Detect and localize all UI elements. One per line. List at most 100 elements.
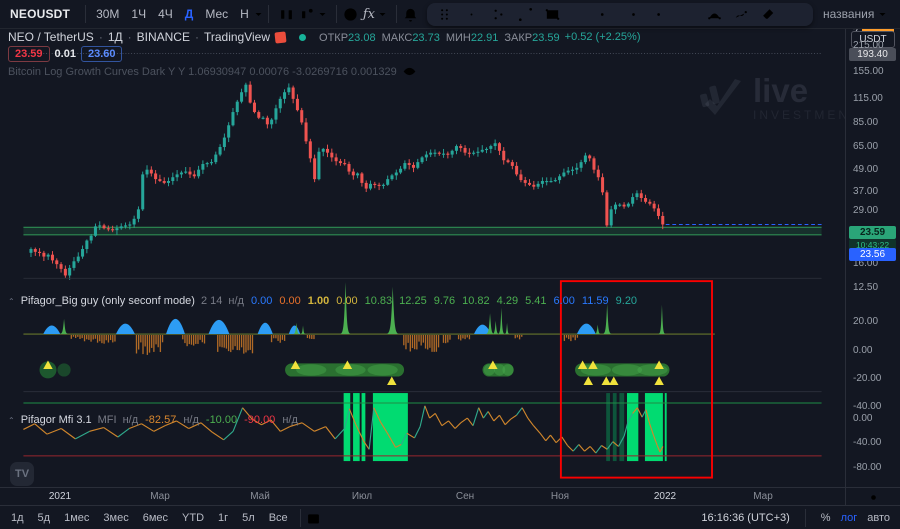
- chart-style-icon[interactable]: [298, 6, 315, 23]
- bigguy-title[interactable]: Pifagor_Big guy (only seconf mode): [20, 295, 195, 307]
- top-toolbar: NEOUSDT 30М 1Ч 4Ч Д Мес Н ƒx: [0, 0, 900, 29]
- trendline-icon[interactable]: [517, 6, 534, 23]
- timeframe-button-н[interactable]: Н: [240, 7, 249, 21]
- currency-button[interactable]: USDT: [851, 31, 895, 48]
- histogram-bar: [234, 334, 236, 347]
- timeframe-button-1ч[interactable]: 1Ч: [131, 7, 147, 21]
- brush-tool-icon[interactable]: [733, 6, 750, 23]
- range-button-все[interactable]: Все: [268, 512, 288, 524]
- line-tool-icon[interactable]: [571, 6, 588, 23]
- eye-off-icon[interactable]: [402, 64, 417, 79]
- pane-collapse-icon[interactable]: ⌃: [8, 296, 15, 306]
- triangle-up-marker: [588, 360, 598, 369]
- histogram-bar: [114, 334, 116, 342]
- mfi-line-segment: [387, 433, 397, 448]
- mfi-line-segment: [419, 405, 426, 427]
- axis-settings-gear-icon[interactable]: [867, 491, 880, 504]
- annotation-rectangle: [559, 280, 713, 479]
- histogram-bar: [203, 334, 206, 344]
- histogram-bar: [217, 334, 219, 352]
- bigguy-value: 9.76: [433, 295, 456, 307]
- chevron-down-icon[interactable]: [254, 11, 263, 18]
- candle: [244, 84, 248, 93]
- percent-scale-button[interactable]: %: [820, 512, 831, 524]
- time-axis[interactable]: 2021 Мар Май Июл Сен Ноя 2022 Мар: [0, 487, 845, 506]
- horizontal-ray-icon[interactable]: [598, 6, 615, 23]
- candle: [63, 268, 67, 276]
- range-button-6мес[interactable]: 6мес: [142, 512, 169, 524]
- mfi-value: -10.00: [205, 414, 238, 426]
- candle: [540, 181, 544, 184]
- symbol-exchange[interactable]: BINANCE: [136, 30, 190, 44]
- watermark: live INVESTMENTS: [698, 74, 871, 121]
- range-button-ytd[interactable]: YTD: [182, 512, 205, 524]
- symbol-interval[interactable]: 1Д: [107, 30, 123, 44]
- pattern-tool-icon[interactable]: [787, 6, 804, 23]
- bid-price-box[interactable]: 23.59: [8, 46, 50, 62]
- mfi-line-segment: [301, 422, 315, 432]
- ask-price-box[interactable]: 23.60: [80, 46, 123, 62]
- price-axis[interactable]: 2 USDT 215.00155.00115.0085.0065.0049.00…: [845, 26, 900, 487]
- histogram-bar: [88, 334, 90, 340]
- parallel-lines-icon[interactable]: [490, 6, 507, 23]
- drawing-toolbar: [426, 2, 813, 26]
- mfi-title[interactable]: Pifagor Mfi 3.1: [20, 414, 92, 426]
- range-button-1мес[interactable]: 1мес: [64, 512, 90, 524]
- curve-tool-icon[interactable]: [706, 6, 723, 23]
- ray-icon[interactable]: [652, 6, 669, 23]
- histogram-bar: [142, 334, 144, 355]
- candle: [287, 87, 291, 93]
- log-scale-button[interactable]: лог: [840, 512, 858, 524]
- range-button-5д[interactable]: 5д: [37, 512, 51, 524]
- symbol-button[interactable]: NEOUSDT: [10, 7, 71, 21]
- clipped-orange-label: [862, 28, 894, 32]
- green-spike: [339, 282, 352, 335]
- hidden-indicator-title[interactable]: Bitcoin Log Growth Curves Dark Y Y 1.069…: [8, 65, 397, 78]
- range-button-5л[interactable]: 5л: [242, 512, 255, 524]
- candles-icon[interactable]: [278, 6, 295, 23]
- watermark-sub: INVESTMENTS: [753, 108, 872, 122]
- chevron-down-icon[interactable]: [318, 11, 327, 18]
- time-label-2021: 2021: [48, 491, 72, 502]
- price-tick: 37.00: [853, 186, 879, 197]
- timeframe-button-мес[interactable]: Мес: [205, 7, 229, 21]
- range-button-1д[interactable]: 1д: [11, 512, 24, 524]
- blue-bump: [288, 325, 301, 335]
- mfi-line-segment: [46, 427, 62, 435]
- crosshair-icon[interactable]: [463, 6, 480, 23]
- measure-icon[interactable]: [679, 6, 696, 23]
- mfi-line-segment: [466, 417, 474, 426]
- candle: [214, 154, 218, 163]
- range-button-3мес[interactable]: 3мес: [103, 512, 129, 524]
- histogram-bar: [77, 334, 79, 337]
- auto-scale-button[interactable]: авто: [867, 512, 890, 524]
- alert-bell-icon[interactable]: [402, 6, 419, 23]
- histogram-bar: [188, 334, 190, 345]
- vertical-line-icon[interactable]: [625, 6, 642, 23]
- chevron-down-icon[interactable]: [378, 11, 387, 18]
- histogram-bar: [109, 334, 112, 341]
- histogram-bar: [277, 334, 279, 341]
- histogram-bar: [444, 334, 447, 344]
- layout-name-button[interactable]: названия: [823, 7, 887, 21]
- eraser-icon[interactable]: [760, 6, 777, 23]
- pane-collapse-icon[interactable]: ⌃: [8, 415, 15, 425]
- mfi-line-segment: [117, 428, 130, 438]
- symbol-pair[interactable]: NEO / TetherUS: [8, 30, 94, 44]
- timeframe-button-4ч[interactable]: 4Ч: [158, 7, 173, 21]
- rectangle-tool-icon[interactable]: [544, 6, 561, 23]
- chart-plot-area[interactable]: NEO / TetherUS · 1Д · BINANCE · TradingV…: [0, 28, 868, 505]
- timeframe-button-30м[interactable]: 30М: [96, 7, 120, 21]
- clock[interactable]: 16:16:36 (UTC+3): [701, 512, 790, 524]
- histogram-bar: [159, 334, 162, 353]
- drag-handle-icon[interactable]: [436, 6, 453, 23]
- timeframe-button-д[interactable]: Д: [184, 7, 194, 21]
- range-button-1г[interactable]: 1г: [218, 512, 229, 524]
- indicators-fx-icon[interactable]: ƒx: [362, 6, 375, 22]
- mfi-line-segment: [441, 420, 449, 427]
- compare-icon[interactable]: [342, 6, 359, 23]
- candle: [326, 148, 330, 153]
- candle: [235, 101, 239, 113]
- mfi-line-segment: [103, 427, 119, 438]
- calendar-icon[interactable]: [306, 511, 321, 526]
